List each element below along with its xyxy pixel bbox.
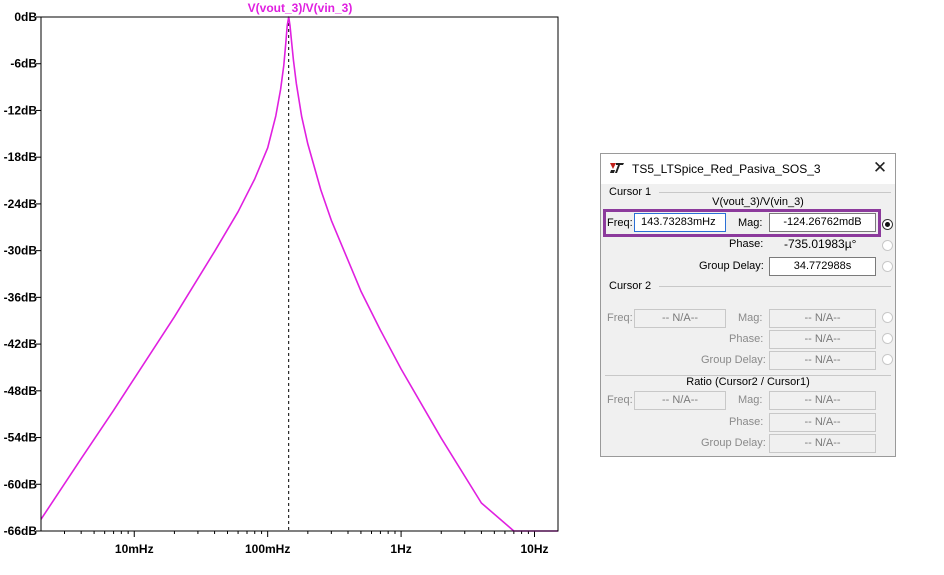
- cursor2-mag-field[interactable]: -- N/A--: [769, 309, 876, 328]
- y-axis-ticks: 0dB -6dB -12dB -18dB -24dB -30dB -36dB -42dB -48…: [4, 10, 41, 538]
- ratio-freq-field[interactable]: -- N/A--: [634, 391, 726, 410]
- y-tick-label: -48dB: [4, 384, 38, 398]
- cursor2-separator: [659, 286, 891, 287]
- dialog-titlebar[interactable]: TS5_LTSpice_Red_Pasiva_SOS_3 ✕: [601, 154, 895, 184]
- cursor2-phase-radio[interactable]: [882, 333, 893, 344]
- cursor1-group-delay-label: Group Delay:: [699, 260, 764, 272]
- ratio-freq-label: Freq:: [607, 394, 633, 406]
- cursor1-freq-field[interactable]: 143.73283mHz: [634, 213, 726, 232]
- y-tick-label: -66dB: [4, 524, 38, 538]
- ltspice-logo-icon: [610, 163, 624, 173]
- cursor1-mag-label: Mag:: [738, 217, 763, 229]
- trace-title-background: [245, 1, 355, 15]
- cursor2-freq-label: Freq:: [607, 312, 633, 324]
- cursor2-mag-radio[interactable]: [882, 312, 893, 323]
- dialog-title: TS5_LTSpice_Red_Pasiva_SOS_3: [632, 162, 821, 176]
- y-tick-label: 0dB: [14, 10, 37, 24]
- close-icon[interactable]: ✕: [872, 158, 888, 177]
- cursor1-mag-field[interactable]: -124.26762mdB: [769, 213, 876, 232]
- y-tick-label: -12dB: [4, 103, 38, 117]
- highlight-box: [603, 209, 881, 237]
- cursor1-trace-label: V(vout_3)/V(vin_3): [712, 196, 804, 208]
- y-tick-label: -60dB: [4, 477, 38, 491]
- ratio-group-delay-field[interactable]: -- N/A--: [769, 434, 876, 453]
- magnitude-trace: [40, 16, 558, 532]
- ratio-group-delay-label: Group Delay:: [701, 437, 766, 449]
- cursor1-freq-label: Freq:: [607, 217, 633, 229]
- cursor1-phase-radio[interactable]: [882, 240, 893, 251]
- cursor2-freq-field[interactable]: -- N/A--: [634, 309, 726, 328]
- x-tick-label: 10mHz: [115, 542, 154, 556]
- ratio-label: Ratio (Cursor2 / Cursor1): [686, 376, 810, 388]
- y-tick-label: -24dB: [4, 197, 38, 211]
- y-tick-label: -42dB: [4, 337, 38, 351]
- y-tick-label: -18dB: [4, 150, 38, 164]
- ratio-mag-label: Mag:: [738, 394, 763, 406]
- cursor1-phase-value: -735.01983µ°: [784, 237, 857, 251]
- cursor2-group-delay-field[interactable]: -- N/A--: [769, 351, 876, 370]
- y-tick-label: -36dB: [4, 290, 38, 304]
- y-tick-label: -6dB: [10, 57, 37, 71]
- x-tick-label: 1Hz: [390, 542, 411, 556]
- ratio-mag-field[interactable]: -- N/A--: [769, 391, 876, 410]
- cursor1-group-delay-field[interactable]: 34.772988s: [769, 257, 876, 276]
- x-tick-label: 10Hz: [520, 542, 548, 556]
- cursor1-phase-label: Phase:: [729, 238, 764, 250]
- ratio-phase-label: Phase:: [729, 416, 764, 428]
- cursor2-group-delay-radio[interactable]: [882, 354, 893, 365]
- x-axis-ticks: 10mHz 100mHz 1Hz 10Hz: [115, 531, 549, 556]
- cursor1-mag-radio[interactable]: [882, 219, 893, 230]
- cursor2-mag-label: Mag:: [738, 312, 763, 324]
- cursor2-group-delay-label: Group Delay:: [701, 354, 766, 366]
- x-axis-minor-ticks: [63, 531, 529, 534]
- plot-frame: [40, 16, 559, 532]
- y-tick-label: -30dB: [4, 244, 38, 258]
- cursor2-group-label: Cursor 2: [609, 280, 652, 292]
- cursor1-group-delay-radio[interactable]: [882, 261, 893, 272]
- cursor1-group-label: Cursor 1: [609, 186, 652, 198]
- cursor1-separator: [659, 192, 891, 193]
- x-tick-label: 100mHz: [245, 542, 290, 556]
- y-tick-label: -54dB: [4, 431, 38, 445]
- ratio-separator: [605, 375, 891, 376]
- cursor2-phase-field[interactable]: -- N/A--: [769, 330, 876, 349]
- ratio-phase-field[interactable]: -- N/A--: [769, 413, 876, 432]
- bode-plot[interactable]: 0dB -6dB -12dB -18dB -24dB -30dB -36dB -42dB -48…: [0, 0, 575, 575]
- cursor2-phase-label: Phase:: [729, 333, 764, 345]
- cursor-dialog: TS5_LTSpice_Red_Pasiva_SOS_3 ✕ Cursor 1 …: [600, 153, 896, 457]
- trace-title[interactable]: V(vout_3)/V(vin_3): [248, 1, 353, 15]
